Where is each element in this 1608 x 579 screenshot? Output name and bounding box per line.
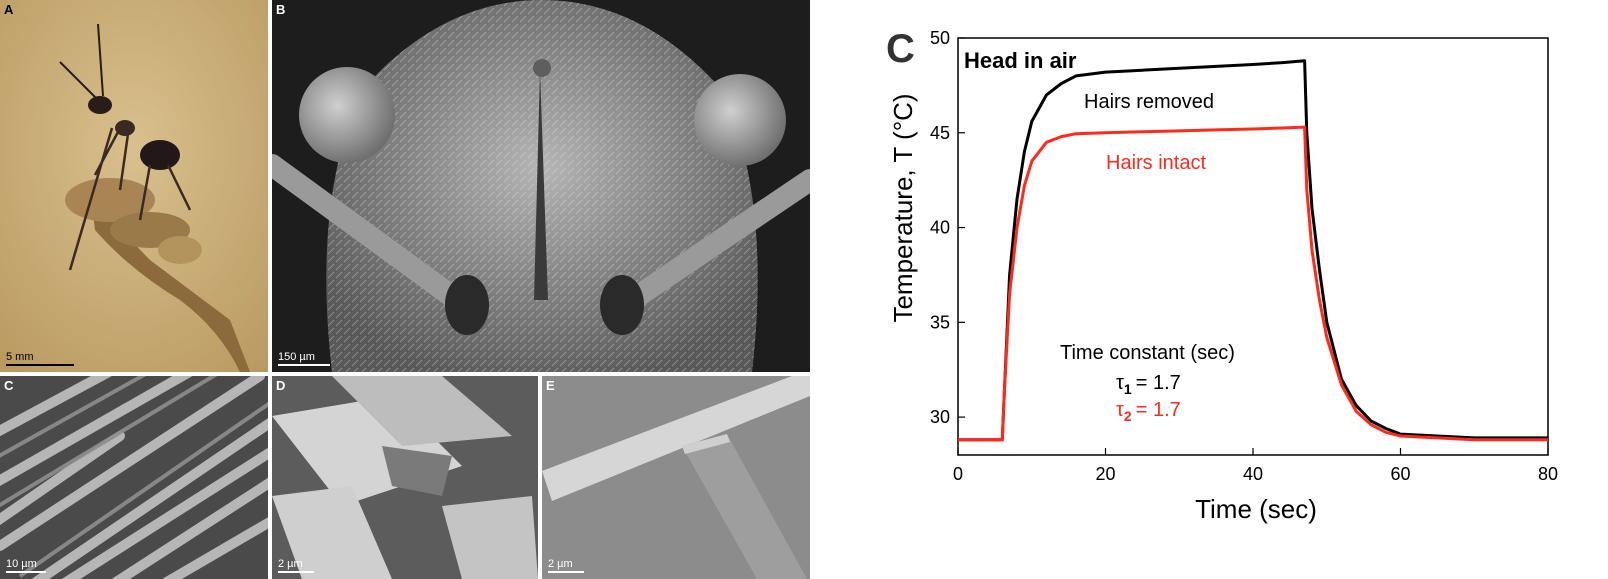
scale-bar-label-c: 10 µm (6, 558, 37, 570)
scale-bar-label-a: 5 mm (6, 351, 34, 363)
plot-area-frame (957, 37, 1549, 456)
scale-bar-label-e: 2 µm (548, 558, 573, 570)
tau1-value: = 1.7 (1136, 372, 1181, 394)
tau1-subscript: 1 (1124, 381, 1132, 397)
tau2-value: = 1.7 (1136, 399, 1181, 421)
tau2-label: τ2 = 1.7 (1116, 399, 1181, 424)
sem-panel-e: E 2 µm (542, 376, 810, 579)
sem-panel-d: D 2 µm (272, 376, 538, 579)
single-hair-sem (542, 376, 810, 579)
time-constant-title: Time constant (sec) (1060, 342, 1235, 364)
x-tick-label-2: 40 (1243, 464, 1263, 484)
series-lines (958, 59, 1548, 442)
x-tick-label-3: 60 (1390, 464, 1410, 484)
label-hairs-removed: Hairs removed (1084, 91, 1214, 113)
chart-title: Head in air (964, 48, 1077, 73)
y-tick-label-4: 50 (930, 28, 950, 48)
series-line-hairs-removed (958, 59, 1548, 442)
series-line-hairs-intact (958, 125, 1548, 442)
scale-bar-b: 150 µm (278, 351, 330, 366)
scale-bar-label-b: 150 µm (278, 351, 315, 363)
x-axis-label: Time (sec) (1195, 494, 1317, 524)
axis-ticks: 0 20 40 60 80 30 35 40 45 50 (930, 28, 1558, 484)
tau2-subscript: 2 (1124, 408, 1132, 424)
x-tick-label-4: 80 (1538, 464, 1558, 484)
scale-bar-label-d: 2 µm (278, 558, 303, 570)
y-tick-label-1: 35 (930, 312, 950, 332)
scale-bar-line-d (278, 571, 314, 573)
ant-head-sem (272, 0, 810, 372)
scale-bar-line-c (6, 571, 46, 573)
y-tick-label-3: 45 (930, 123, 950, 143)
hair-bundle-sem (0, 376, 268, 579)
panel-letter-b: B (276, 2, 286, 17)
label-hairs-intact: Hairs intact (1106, 152, 1206, 174)
scale-bar-a: 5 mm (6, 351, 74, 366)
scale-bar-d: 2 µm (278, 558, 314, 573)
sem-panel-b: B 150 µm (272, 0, 810, 372)
panel-letter-a: A (4, 2, 14, 17)
panel-letter-c: C (4, 378, 14, 393)
scale-bar-c: 10 µm (6, 558, 46, 573)
scale-bar-e: 2 µm (548, 558, 584, 573)
temperature-chart: C 0 20 40 60 80 30 35 40 45 50 Head in air Hairs … (820, 0, 1608, 579)
x-tick-label-1: 20 (1095, 464, 1115, 484)
tau2-symbol: τ (1116, 399, 1124, 421)
y-axis-label: Temperature, T (°C) (888, 93, 918, 322)
x-tick-label-0: 0 (953, 464, 963, 484)
chart-panel-letter: C (886, 27, 915, 71)
panel-letter-d: D (276, 378, 286, 393)
sem-panel-c: C 10 µm (0, 376, 268, 579)
photo-panel-a: A 5 mm (0, 0, 268, 372)
y-tick-label-2: 40 (930, 218, 950, 238)
ant-photo (0, 0, 268, 372)
scale-bar-line-b (278, 364, 330, 366)
tau1-symbol: τ (1116, 372, 1124, 394)
scale-bar-line-e (548, 571, 584, 573)
broken-hair-sem (272, 376, 538, 579)
chart-svg: C 0 20 40 60 80 30 35 40 45 50 Head in air Hairs … (886, 27, 1558, 524)
panel-letter-e: E (546, 378, 555, 393)
y-tick-label-0: 30 (930, 407, 950, 427)
tau1-label: τ1 = 1.7 (1116, 372, 1181, 397)
scale-bar-line-a (6, 364, 74, 366)
